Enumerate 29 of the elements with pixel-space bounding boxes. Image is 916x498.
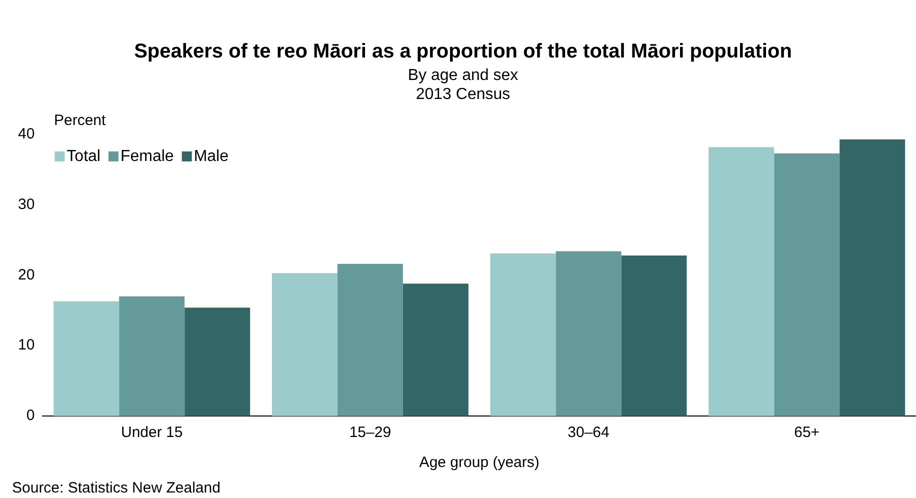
y-axis-title: Percent [54, 112, 107, 130]
y-tick-label: 10 [18, 336, 35, 354]
y-tick-label: 20 [18, 266, 35, 284]
bar [337, 264, 403, 416]
x-tick-label: 65+ [794, 424, 820, 442]
legend-label: Female [120, 148, 174, 165]
x-tick-label: 15–29 [349, 424, 392, 442]
bar [272, 273, 338, 416]
y-tick-label: 30 [18, 196, 35, 213]
bar [54, 301, 120, 416]
legend-label: Total [66, 148, 100, 165]
legend-label: Male [194, 148, 229, 165]
bar [490, 253, 556, 416]
bar [708, 147, 774, 416]
x-axis-title: Age group (years) [419, 454, 540, 472]
x-tick-label: Under 15 [120, 424, 183, 442]
bar [774, 153, 840, 416]
bar [402, 284, 468, 416]
bar [621, 255, 687, 416]
y-tick-label: 40 [18, 126, 35, 143]
chart-title: Speakers of te reo Māori as a proportion of the total Māori population [134, 40, 792, 63]
chart-subtitle: By age and sex 2013 Census [408, 67, 518, 104]
y-tick-label: 0 [26, 407, 35, 424]
bar [119, 296, 185, 416]
bar [184, 308, 250, 416]
x-tick-label: 30–64 [568, 424, 610, 442]
source-note: Source: Statistics New Zealand [12, 480, 220, 497]
bar [840, 139, 906, 416]
bar [556, 251, 622, 416]
